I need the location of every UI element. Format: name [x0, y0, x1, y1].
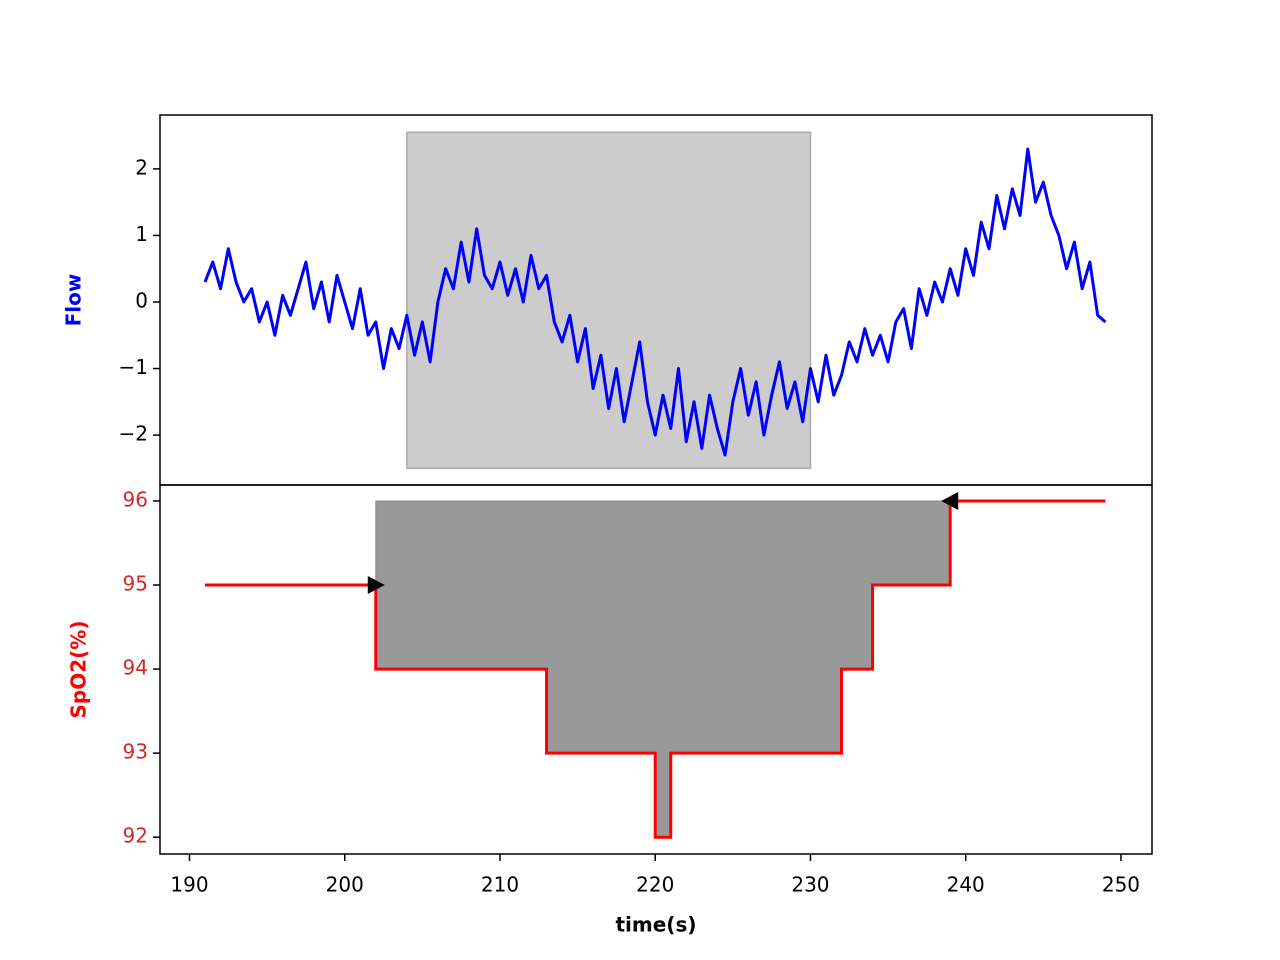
y-tick-label: 96 [123, 487, 148, 511]
y-tick-label: −2 [119, 422, 148, 446]
y-tick-label: 1 [135, 222, 148, 246]
x-tick-label: 190 [170, 873, 208, 897]
x-tick-label: 240 [947, 873, 985, 897]
x-tick-label: 250 [1102, 873, 1140, 897]
x-tick-label: 220 [636, 873, 674, 897]
x-tick-label: 200 [326, 873, 364, 897]
y-tick-label: 0 [135, 288, 148, 312]
highlight-span [406, 131, 812, 470]
y-tick-label: 94 [123, 656, 148, 680]
arrow-marker [941, 491, 959, 510]
x-tick-label: 210 [481, 873, 519, 897]
flow-line [203, 147, 1107, 457]
y-tick-label: 92 [123, 824, 148, 848]
y-tick-label: 2 [135, 155, 148, 179]
y-tick-label: −1 [119, 355, 148, 379]
y-axis-label: SpO2(%) [67, 621, 91, 719]
arrow-marker [367, 576, 385, 595]
x-axis-label: time(s) [615, 913, 696, 937]
spo2-line [205, 499, 1106, 839]
y-tick-label: 95 [123, 572, 148, 596]
y-tick-label: 93 [123, 740, 148, 764]
x-tick-label: 230 [791, 873, 829, 897]
y-axis-label: Flow [62, 274, 86, 327]
